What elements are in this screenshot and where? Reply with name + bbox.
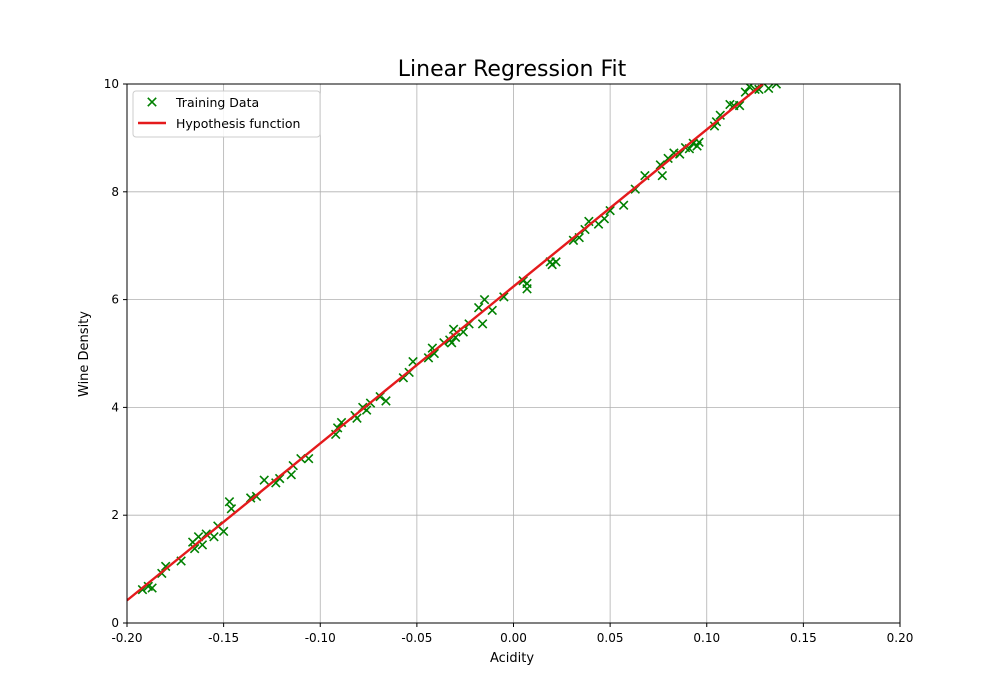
data-point	[473, 302, 484, 313]
y-tick-label: 2	[111, 508, 119, 522]
data-point	[744, 84, 755, 92]
data-point	[487, 305, 498, 316]
data-point	[218, 526, 229, 537]
y-tick-label: 8	[111, 185, 119, 199]
data-point	[274, 473, 285, 484]
legend-label-training-data: Training Data	[175, 95, 259, 110]
data-point	[226, 503, 237, 514]
data-point	[754, 84, 764, 95]
data-point	[568, 235, 579, 246]
y-tick-label: 4	[111, 400, 119, 414]
data-point	[734, 100, 745, 111]
data-point	[551, 257, 561, 267]
data-point	[522, 284, 532, 294]
data-point	[657, 170, 668, 181]
x-tick-label: -0.10	[305, 631, 336, 645]
legend-scatter-marker	[147, 97, 157, 107]
x-axis: -0.20 -0.15 -0.10 -0.05 0.00 0.05 0.10 0.15 0.20	[111, 623, 913, 645]
data-point	[224, 496, 235, 507]
data-point	[330, 429, 341, 440]
data-point	[771, 84, 782, 89]
data-point	[605, 205, 615, 216]
data-point	[499, 292, 509, 302]
data-point	[655, 160, 666, 170]
data-point	[763, 84, 774, 94]
data-point	[147, 583, 157, 593]
x-tick-label: 0.15	[790, 631, 817, 645]
legend-box	[132, 90, 321, 138]
data-point	[715, 110, 726, 121]
data-point	[209, 531, 219, 542]
plot-area	[127, 84, 782, 602]
x-tick-label: -0.15	[208, 631, 239, 645]
data-point	[479, 294, 490, 305]
x-tick-label: 0.00	[500, 631, 527, 645]
data-point	[286, 470, 297, 480]
data-point	[423, 353, 434, 363]
data-point	[259, 475, 269, 485]
x-tick-label: 0.20	[887, 631, 914, 645]
y-tick-label: 0	[111, 616, 119, 630]
y-axis: 0 2 4 6 8 10	[104, 77, 127, 630]
data-point	[429, 348, 440, 359]
x-tick-label: -0.20	[111, 631, 142, 645]
y-tick-label: 6	[111, 293, 119, 307]
x-axis-label: Acidity	[490, 651, 534, 666]
legend: Training Data Hypothesis function	[132, 90, 321, 138]
chart-title: Linear Regression Fit	[398, 57, 627, 82]
x-tick-label: -0.05	[401, 631, 432, 645]
x-tick-label: 0.05	[597, 631, 624, 645]
y-axis-label: Wine Density	[77, 311, 92, 397]
legend-label-hypothesis-function: Hypothesis function	[176, 116, 300, 131]
legend-x-marker	[147, 97, 157, 107]
y-tick-label: 10	[104, 77, 119, 91]
data-point	[477, 319, 488, 329]
hypothesis-line	[127, 84, 764, 602]
data-point	[381, 396, 391, 406]
data-point	[160, 561, 171, 572]
data-point	[618, 200, 629, 211]
data-point	[189, 543, 200, 554]
x-tick-label: 0.10	[693, 631, 720, 645]
